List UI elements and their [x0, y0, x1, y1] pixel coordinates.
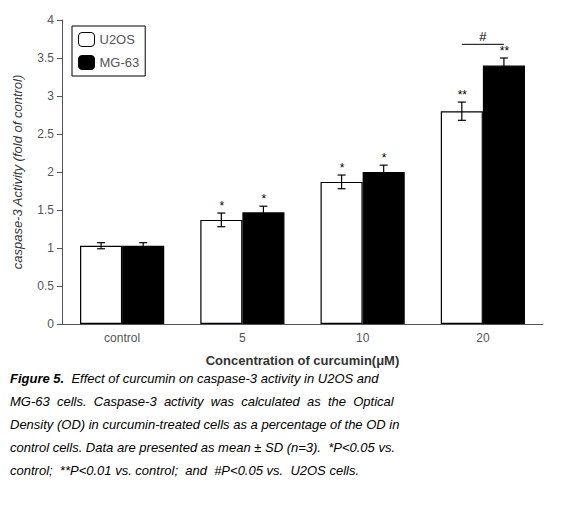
svg-text:MG-63: MG-63 — [100, 55, 140, 70]
svg-text:10: 10 — [356, 331, 370, 345]
svg-text:1: 1 — [47, 241, 54, 255]
svg-text:2.5: 2.5 — [37, 127, 54, 141]
svg-text:Effect of curcumin on caspase-: Effect of curcumin on caspase-3 activity… — [64, 371, 379, 386]
svg-text:caspase-3 Activity (fold of co: caspase-3 Activity (fold of control) — [10, 75, 25, 270]
svg-text:U2OS: U2OS — [100, 32, 136, 47]
svg-text:Figure 5.: Figure 5. — [10, 371, 64, 386]
svg-text:3.5: 3.5 — [37, 51, 54, 65]
svg-text:control cells. Data are presen: control cells. Data are presented as mea… — [10, 440, 395, 455]
svg-text:*: * — [261, 192, 266, 206]
svg-text:control; **P<0.01 vs. control: control; **P<0.01 vs. control; and #P<0.… — [10, 463, 359, 478]
svg-text:3: 3 — [47, 89, 54, 103]
svg-text:*: * — [381, 151, 386, 165]
svg-text:20: 20 — [476, 331, 490, 345]
svg-text:Concentration of curcumin(μM): Concentration of curcumin(μM) — [206, 353, 400, 368]
svg-text:*: * — [339, 161, 344, 175]
svg-text:0: 0 — [47, 317, 54, 331]
svg-text:#: # — [479, 29, 487, 44]
svg-text:control: control — [104, 331, 140, 345]
svg-text:Density (OD) in curcumin-treat: Density (OD) in curcumin-treated cells a… — [10, 417, 399, 432]
svg-text:2: 2 — [47, 165, 54, 179]
svg-text:*: * — [219, 199, 224, 213]
svg-text:1.5: 1.5 — [37, 203, 54, 217]
svg-text:**: ** — [499, 44, 509, 58]
svg-text:4: 4 — [47, 13, 54, 27]
svg-text:**: ** — [457, 88, 467, 102]
svg-text:5: 5 — [239, 331, 246, 345]
svg-text:MG-63 cells. Caspase-3 acti: MG-63 cells. Caspase-3 activity was calc… — [10, 394, 395, 409]
svg-text:0.5: 0.5 — [37, 279, 54, 293]
